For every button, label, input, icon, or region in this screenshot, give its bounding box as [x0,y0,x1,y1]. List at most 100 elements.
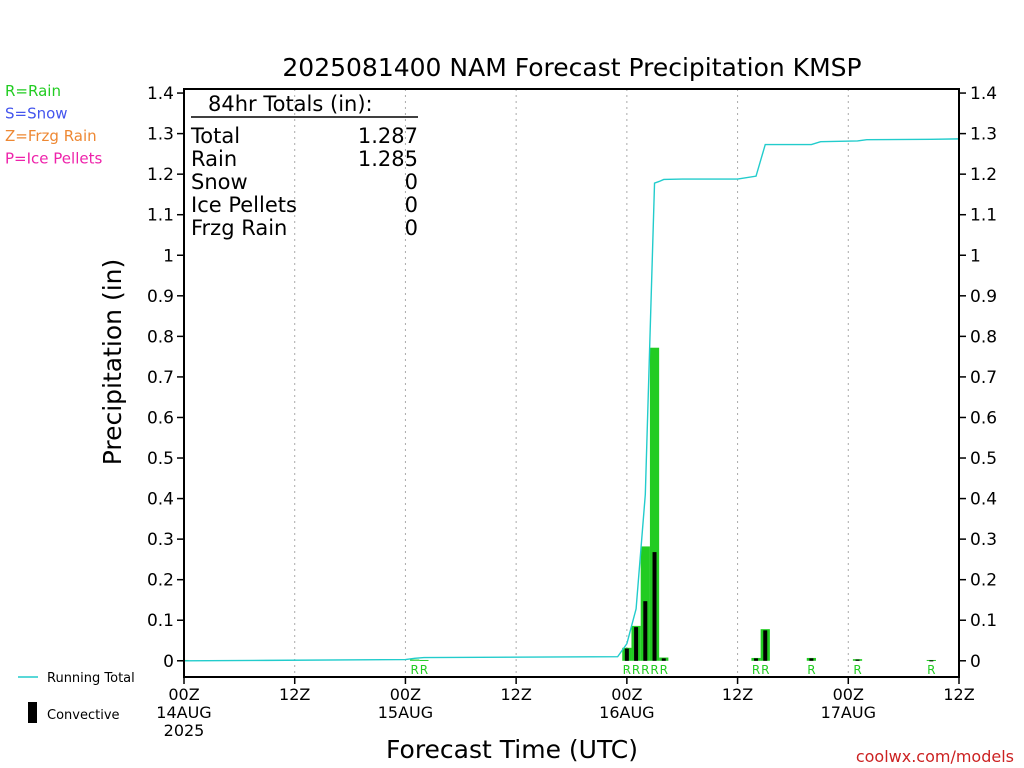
y-tick-label-right: 0.1 [970,611,997,631]
type-marker: R [761,663,769,677]
x-axis-label: Forecast Time (UTC) [386,735,638,764]
y-tick-label-right: 0.4 [970,490,997,510]
type-marker: R [410,663,418,677]
y-tick-label: 0.1 [147,611,174,631]
totals-label: Snow [191,170,248,194]
x-tick-label: 16AUG [599,703,654,722]
y-tick-label: 1 [163,246,174,266]
x-tick-label: 12Z [279,685,310,704]
convective-bar [624,648,629,661]
running-total-line [183,138,960,662]
series-legend: Running Total Convective [18,671,135,723]
precip-bar [410,659,420,661]
y-tick-label-right: 0.7 [970,368,997,388]
type-marker: R [927,663,935,677]
y-tick-label: 0.4 [147,490,174,510]
y-tick-label-right: 1.3 [970,125,997,145]
totals-label: Rain [191,147,237,171]
x-tick-label: 00Z [611,685,642,704]
y-tick-label-right: 0.8 [970,327,997,347]
x-tick-label: 14AUG [156,703,211,722]
x-tick-label: 12Z [500,685,531,704]
x-tick-label: 12Z [722,685,753,704]
y-tick-label: 1.4 [147,84,174,104]
totals-label: Total [190,124,240,148]
totals-value: 0 [405,170,418,194]
x-tick-label: 15AUG [378,703,433,722]
convective-legend-label: Convective [47,708,120,723]
precip-type-legend-entry: R=Rain [5,82,61,100]
y-tick-label: 0.8 [147,327,174,347]
totals-value: 1.285 [358,147,418,171]
convective-bar [855,659,860,661]
y-tick-label-right: 0.2 [970,571,997,591]
precip-type-legend-entry: Z=Frzg Rain [5,127,97,145]
y-tick-label-right: 0.9 [970,287,997,307]
totals-box: 84hr Totals (in): Total 1.287 Rain 1.285 Sno… [190,92,418,240]
convective-bar [652,552,657,661]
precip-bar [419,659,429,661]
y-tick-label-right: 0 [970,652,981,672]
precip-type-legend-entry: S=Snow [5,105,68,123]
convective-bar [929,660,934,662]
precip-type-legend: R=Rain S=Snow Z=Frzg Rain P=Ice Pellets [5,82,102,168]
y-tick-label-right: 1.1 [970,206,997,226]
type-marker: R [420,663,428,677]
y-tick-label: 0.2 [147,571,174,591]
totals-value: 0 [405,193,418,217]
precipitation-bars [179,347,936,661]
y-tick-label: 0.3 [147,530,174,550]
y-tick-label: 1.2 [147,165,174,185]
y-tick-label-right: 0.3 [970,530,997,550]
precip-bar [649,347,660,661]
totals-value: 0 [405,216,418,240]
type-marker: R [853,663,861,677]
y-tick-label: 0.7 [147,368,174,388]
convective-bar [634,627,639,661]
convective-bars [624,552,934,662]
x-tick-label: 17AUG [821,703,876,722]
type-marker: R [660,663,668,677]
y-axis-right: 0 0.1 0.2 0.3 0.4 0.5 0.6 0.7 0.8 0.9 1 1.1 1.2 1.3 1.… [959,84,997,672]
y-tick-label: 1.1 [147,206,174,226]
convective-bar [754,658,759,661]
totals-label: Frzg Rain [191,216,287,240]
plot-frame [183,88,960,678]
type-marker: R [623,663,631,677]
convective-bar [809,658,814,661]
y-tick-label-right: 1.4 [970,84,997,104]
y-axis-left: 0 0.1 0.2 0.3 0.4 0.5 0.6 0.7 0.8 0.9 1 1.1 1.2 1.3 1.… [147,84,184,672]
running-total-legend-label: Running Total [47,671,135,686]
precip-type-legend-entry: P=Ice Pellets [5,150,102,168]
type-marker: R [752,663,760,677]
x-tick-label: 00Z [833,685,864,704]
watermark: coolwx.com/models [856,747,1014,766]
type-marker: R [807,663,815,677]
y-tick-label: 0.9 [147,287,174,307]
type-marker: R [641,663,649,677]
convective-legend-swatch [28,702,37,723]
y-tick-label: 0.5 [147,449,174,469]
y-tick-label: 0 [163,652,174,672]
x-tick-label: 00Z [390,685,421,704]
y-tick-label-right: 0.6 [970,408,997,428]
totals-value: 1.287 [358,124,418,148]
convective-bar [763,630,768,661]
totals-label: Ice Pellets [191,193,297,217]
y-tick-label-right: 0.5 [970,449,997,469]
x-tick-label: 12Z [943,685,974,704]
convective-bar [661,658,666,661]
convective-bar [643,601,648,661]
x-tick-label: 2025 [164,721,205,740]
y-tick-label: 1.3 [147,125,174,145]
type-marker: R [632,663,640,677]
x-tick-label: 00Z [168,685,199,704]
vertical-grid [294,89,849,677]
totals-heading: 84hr Totals (in): [208,92,373,116]
y-tick-label-right: 1 [970,246,981,266]
chart-title: 2025081400 NAM Forecast Precipitation KM… [282,53,861,82]
y-tick-label: 0.6 [147,408,174,428]
